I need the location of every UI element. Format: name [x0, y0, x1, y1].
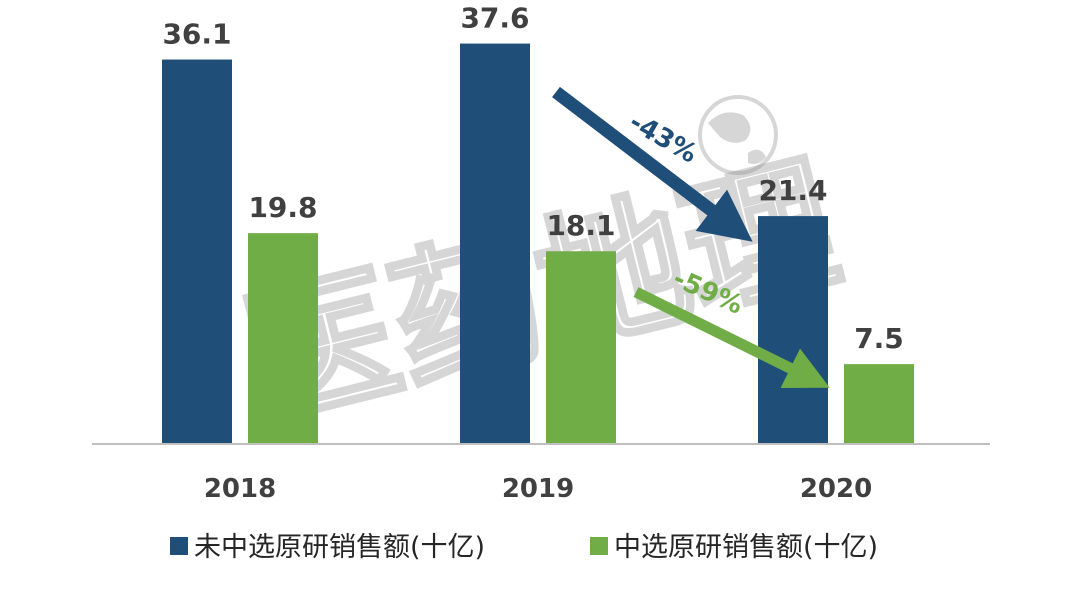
legend-swatch-unselected [170, 537, 188, 555]
legend-label-selected: 中选原研销售额(十亿) [614, 532, 878, 563]
value-label-selected-2020: 7.5 [854, 322, 904, 355]
bar-unselected-2018 [162, 59, 232, 444]
value-label-selected-2019: 18.1 [546, 209, 615, 242]
value-label-unselected-2018: 36.1 [162, 18, 231, 51]
value-label-unselected-2019: 37.6 [460, 2, 529, 35]
x-tick-2019: 2019 [502, 474, 574, 504]
value-label-unselected-2020: 21.4 [758, 174, 827, 207]
bar-selected-2019 [546, 251, 616, 444]
x-tick-labels: 2018 2019 2020 [204, 474, 872, 504]
x-tick-2020: 2020 [800, 474, 872, 504]
x-tick-2018: 2018 [204, 474, 276, 504]
bar-selected-2020 [844, 364, 914, 444]
bar-selected-2018 [248, 233, 318, 444]
bar-unselected-2019 [460, 43, 530, 445]
legend-swatch-selected [590, 537, 608, 555]
value-label-selected-2018: 19.8 [248, 191, 317, 224]
legend-label-unselected: 未中选原研销售额(十亿) [194, 532, 485, 563]
legend: 未中选原研销售额(十亿) 中选原研销售额(十亿) [170, 532, 878, 563]
globe-icon [698, 95, 778, 175]
bar-unselected-2020 [758, 216, 828, 444]
value-labels-layer: 36.1 19.8 37.6 18.1 21.4 7.5 [162, 2, 903, 356]
bars-layer [162, 43, 914, 445]
